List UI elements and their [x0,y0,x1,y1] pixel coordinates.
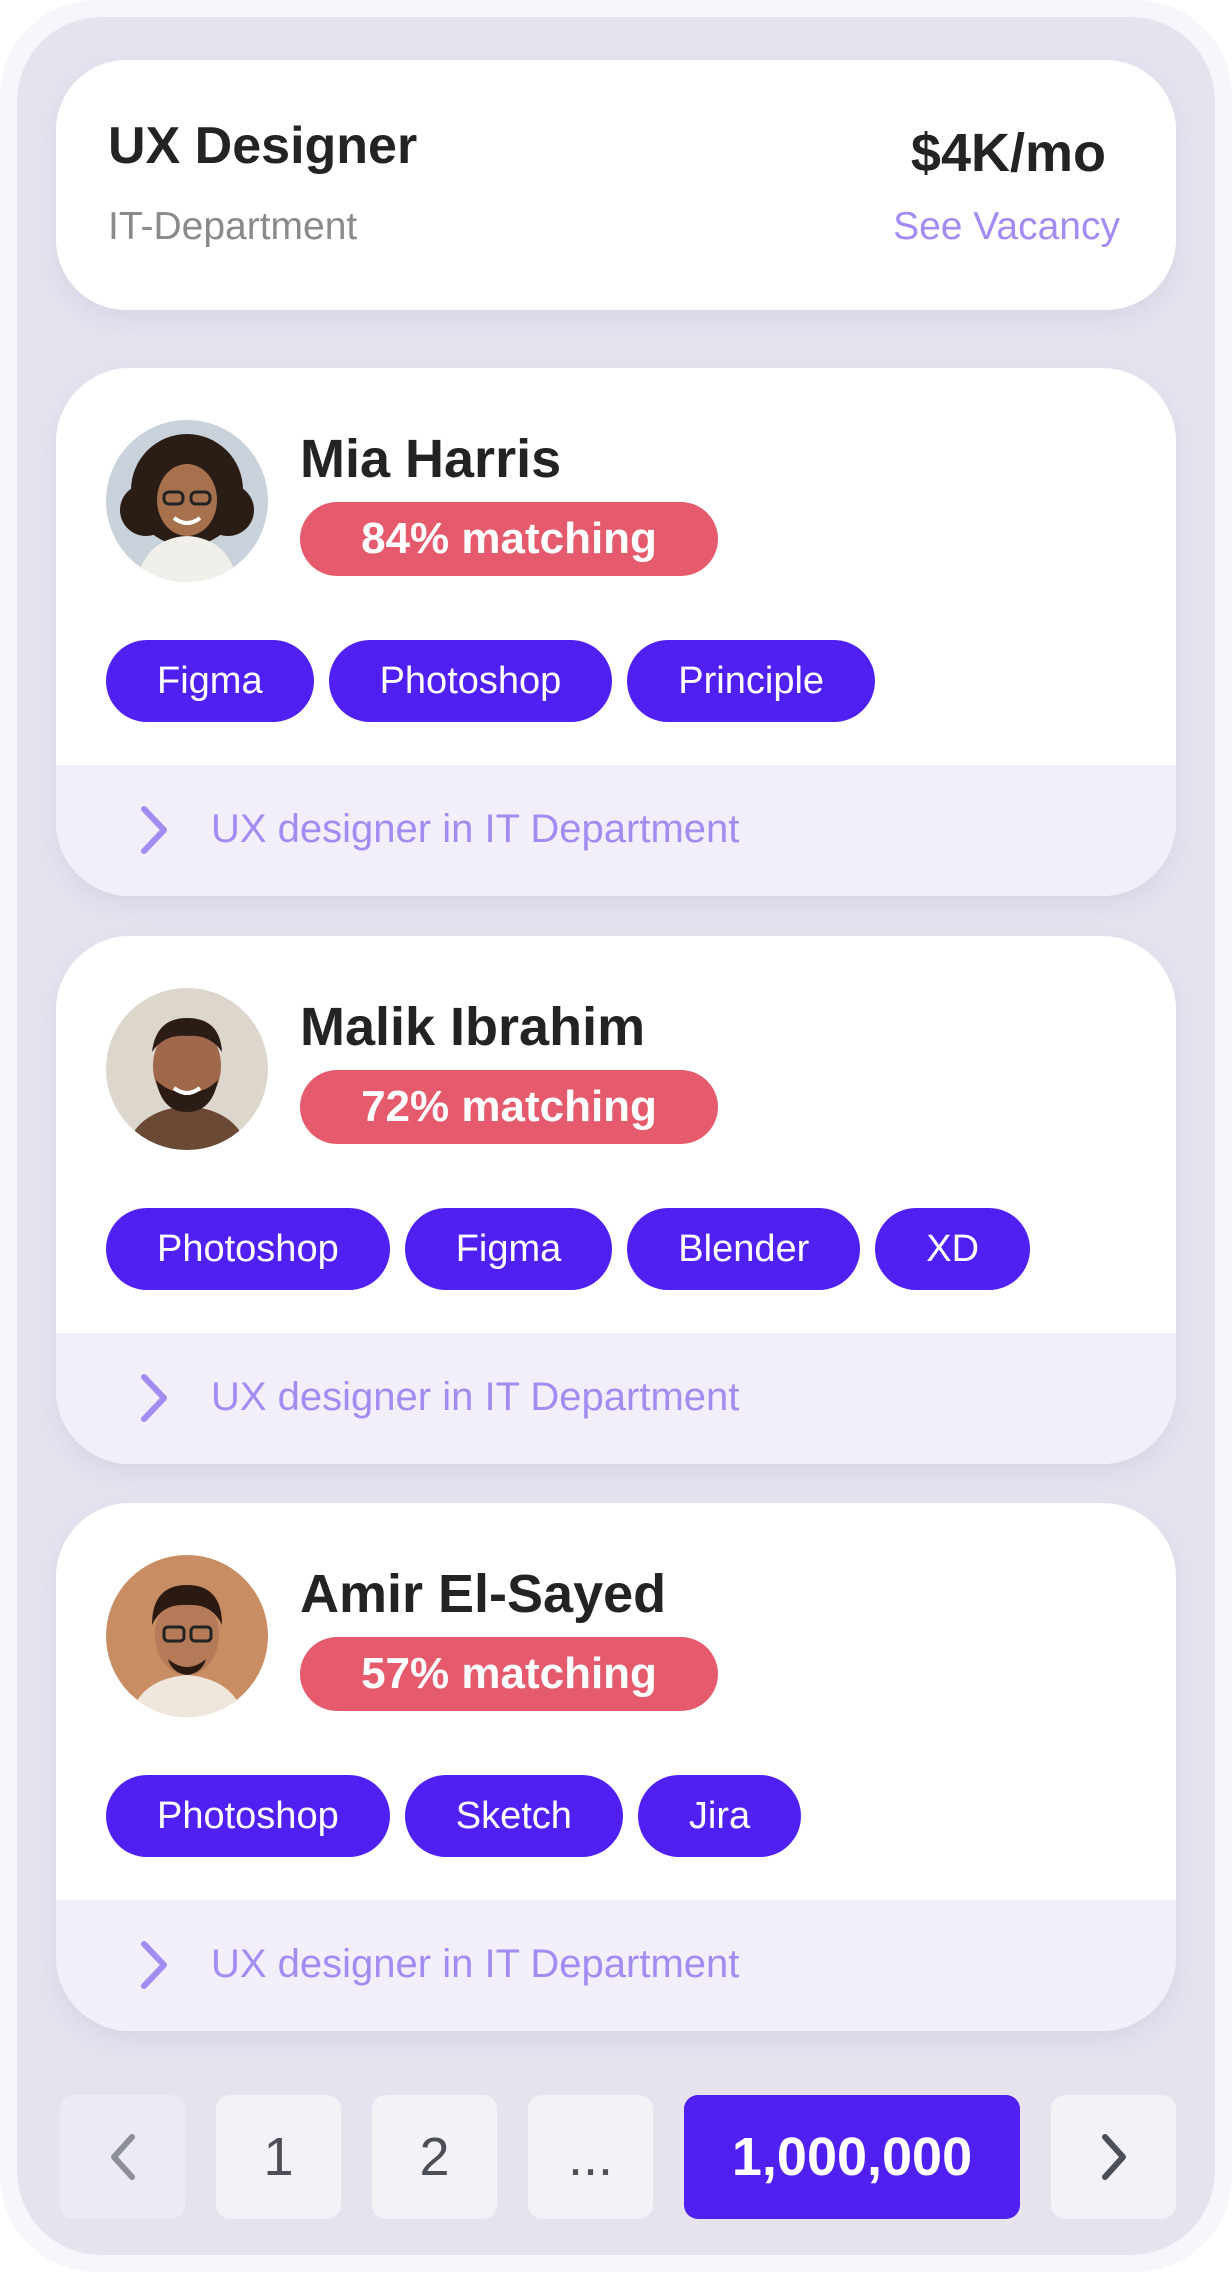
chevron-right-icon [1101,2134,1126,2180]
avatar [106,1555,268,1717]
prev-page-button[interactable] [60,2095,185,2219]
job-title: UX Designer [108,117,418,175]
avatar [106,988,268,1150]
candidate-name: Mia Harris [300,429,562,489]
skill-tag[interactable]: Photoshop [328,640,613,722]
skill-tag[interactable]: XD [875,1208,1031,1290]
skill-tag[interactable]: Blender [627,1208,861,1290]
chevron-right-icon [141,806,167,854]
skill-tag[interactable]: Figma [404,1208,613,1290]
candidate-role-text: UX designer in IT Department [211,1942,740,1986]
skill-tag[interactable]: Photoshop [106,1775,390,1857]
chevron-right-icon [141,1941,167,1989]
candidate-role-text: UX designer in IT Department [211,1375,740,1419]
candidate-footer-link[interactable]: UX designer in IT Department [56,1900,1176,2031]
candidate-footer-link[interactable]: UX designer in IT Department [56,1333,1176,1464]
candidate-footer-link[interactable]: UX designer in IT Department [56,765,1176,896]
page-ellipsis[interactable]: ... [528,2095,653,2219]
skill-tag[interactable]: Jira [637,1775,802,1857]
skill-tags: Photoshop Sketch Jira [106,1775,802,1857]
candidate-card[interactable]: Mia Harris 84% matching Figma Photoshop … [56,368,1176,896]
skill-tag[interactable]: Figma [106,640,314,722]
next-page-button[interactable] [1051,2095,1176,2219]
avatar-photo-mia [106,420,268,582]
chevron-right-icon [141,1374,167,1422]
skill-tag[interactable]: Sketch [404,1775,623,1857]
avatar-photo-malik [106,988,268,1150]
job-salary: $4K/mo [910,123,1106,183]
candidate-card[interactable]: Amir El-Sayed 57% matching Photoshop Ske… [56,1503,1176,2031]
page-button-2[interactable]: 2 [372,2095,497,2219]
skill-tag[interactable]: Photoshop [106,1208,390,1290]
page-button-1[interactable]: 1 [216,2095,341,2219]
candidate-role-text: UX designer in IT Department [211,807,740,851]
skill-tags: Figma Photoshop Principle [106,640,876,722]
avatar [106,420,268,582]
match-badge: 57% matching [300,1637,718,1711]
avatar-photo-amir [106,1555,268,1717]
job-department: IT-Department [108,205,358,248]
candidate-name: Malik Ibrahim [300,997,646,1057]
candidate-card[interactable]: Malik Ibrahim 72% matching Photoshop Fig… [56,936,1176,1464]
skill-tag[interactable]: Principle [627,640,876,722]
candidate-name: Amir El-Sayed [300,1564,667,1624]
match-badge: 84% matching [300,502,718,576]
see-vacancy-link[interactable]: See Vacancy [893,205,1120,248]
page-button-current[interactable]: 1,000,000 [684,2095,1020,2219]
skill-tags: Photoshop Figma Blender XD [106,1208,1031,1290]
match-badge: 72% matching [300,1070,718,1144]
job-card: UX Designer IT-Department $4K/mo See Vac… [56,60,1176,310]
chevron-left-icon [110,2134,135,2180]
